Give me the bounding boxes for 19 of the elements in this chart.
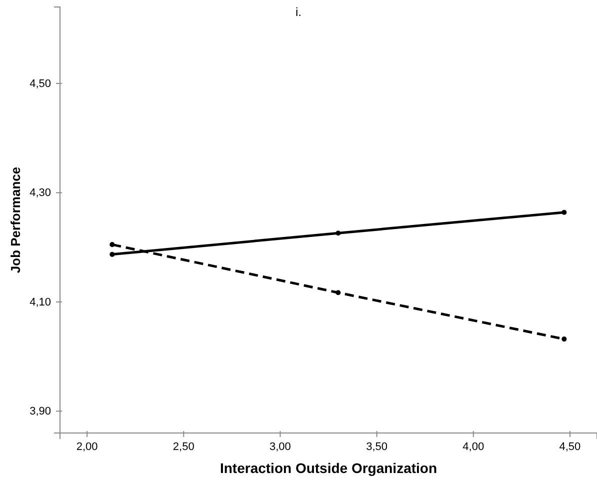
point [336,290,341,296]
point [110,252,115,257]
x-tick-label: 2,00 [76,440,98,453]
y-tick-label: 3,90 [30,406,51,418]
x-tick-label: 4,00 [462,440,484,453]
x-tick-label: 3,00 [270,440,291,453]
point [110,242,115,248]
chart-title: i. [296,5,302,19]
y-tick-label: 4,30 [30,187,51,200]
y-tick-label: 4,50 [30,78,51,90]
x-axis-title: Interaction Outside Organization [220,460,438,476]
y-tick-label: 4,10 [30,296,51,308]
y-axis-title: Job Performance [8,166,23,274]
point [562,210,567,215]
x-tick-label: 4,50 [559,440,581,453]
x-tick-label: 2,50 [172,440,194,453]
x-tick-label: 3,50 [366,440,388,453]
point [336,230,341,236]
point [562,336,567,342]
